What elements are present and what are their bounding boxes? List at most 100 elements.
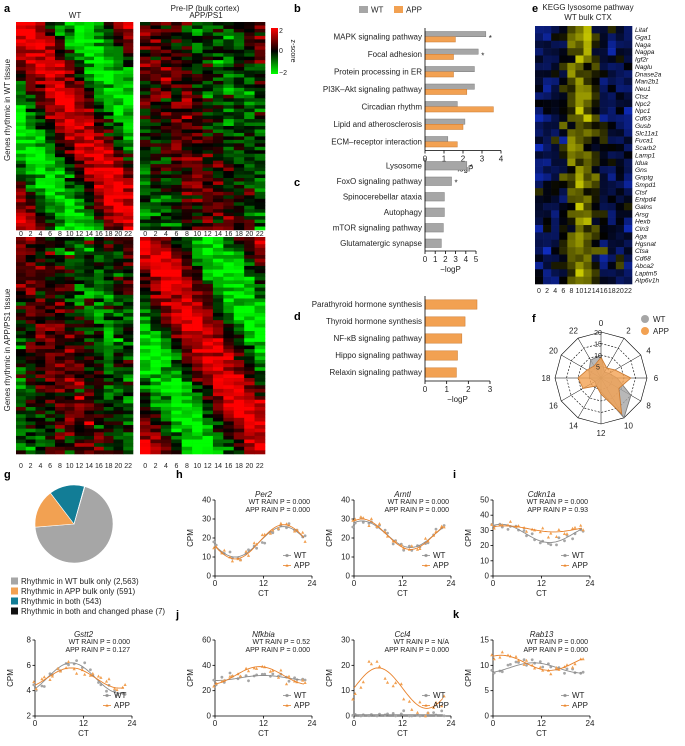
heatmap-a-cell	[171, 367, 182, 372]
heatmap-e-cell	[591, 84, 600, 93]
heatmap-a-cell	[171, 280, 182, 285]
heatmap-e-cell	[535, 121, 544, 130]
heatmap-a-cell	[233, 223, 245, 227]
heatmap-a-cell	[223, 352, 235, 357]
heatmap-a-cell	[103, 101, 114, 106]
heatmap-a-cell	[113, 428, 124, 433]
heatmap-a-x-tick: 0	[143, 231, 147, 238]
heatmap-a-cell	[244, 269, 255, 274]
heatmap-a-cell	[64, 247, 75, 252]
heatmap-a-cell	[150, 421, 162, 426]
heatmap-a-cell	[35, 195, 46, 200]
heatmap-a-cell	[45, 284, 56, 288]
heatmap-a-cell	[212, 251, 224, 256]
heatmap-a-cell	[103, 56, 114, 61]
heatmap-e-cell	[591, 254, 600, 263]
heatmap-e-cell	[599, 232, 609, 241]
heatmap-a-cell	[55, 323, 66, 328]
heatmap-a-cell	[212, 84, 224, 89]
heatmap-a-cell	[160, 195, 172, 200]
heatmap-a-cell	[212, 341, 224, 346]
heatmap-e-cell	[599, 202, 609, 211]
scatter-point-app	[377, 664, 382, 668]
heatmap-a-cell	[202, 439, 214, 444]
radar-radial-tick: 20	[594, 330, 602, 337]
heatmap-e-cell	[599, 210, 609, 218]
heatmap-a-cell	[74, 22, 85, 26]
heatmap-a-cell	[171, 219, 182, 224]
heatmap-a-cell	[113, 240, 124, 245]
heatmap-a-cell	[192, 122, 203, 127]
heatmap-e-cell	[535, 77, 544, 86]
heatmap-a-cell	[181, 425, 193, 429]
heatmap-a-cell	[74, 126, 85, 130]
heatmap-a-cell	[35, 119, 46, 123]
heatmap-a-cell	[140, 417, 151, 422]
scatter-point-app	[490, 653, 494, 657]
heatmap-a-cell	[160, 184, 172, 189]
heatmap-a-cell	[103, 223, 114, 227]
heatmap-a-cell	[64, 188, 75, 193]
heatmap-a-cell	[64, 164, 75, 168]
heatmap-a-cell	[160, 160, 172, 165]
heatmap-a-cell	[103, 345, 114, 350]
heatmap-a-cell	[160, 198, 172, 203]
heatmap-e-cell	[535, 210, 544, 218]
heatmap-a-x-tick: 14	[85, 231, 93, 238]
heatmap-a-cell	[202, 115, 214, 120]
heatmap-a-cell	[64, 223, 75, 227]
heatmap-e-cell	[559, 70, 568, 78]
heatmap-a-cell	[25, 28, 36, 33]
heatmap-a-cell	[233, 178, 245, 182]
heatmap-a-cell	[150, 406, 162, 411]
heatmap-a-cell	[74, 67, 85, 71]
heatmap-a-cell	[150, 181, 162, 186]
heatmap-a-cell	[84, 22, 95, 26]
heatmap-a-cell	[171, 129, 182, 134]
heatmap-a-cell	[64, 77, 75, 82]
heatmap-a-cell	[244, 428, 255, 433]
heatmap-a-cell	[150, 302, 162, 307]
heatmap-a-cell	[140, 276, 151, 281]
heatmap-a-cell	[140, 39, 151, 44]
scatter-y-axis-label: CPM	[464, 529, 473, 547]
heatmap-a-cell	[16, 273, 27, 278]
heatmap-a-cell	[84, 126, 95, 130]
heatmap-a-cell	[45, 406, 56, 411]
heatmap-a-cell	[254, 195, 266, 200]
heatmap-a-cell	[35, 74, 46, 78]
heatmap-e-cell	[543, 129, 552, 137]
heatmap-a-cell	[55, 171, 66, 175]
heatmap-a-cell	[113, 435, 124, 440]
heatmap-a-cell	[55, 367, 66, 372]
heatmap-a-cell	[16, 406, 27, 411]
heatmap-a-cell	[45, 188, 56, 193]
heatmap-e-cell	[551, 143, 560, 152]
heatmap-a-cell	[254, 284, 266, 288]
heatmap-a-cell	[113, 298, 124, 303]
heatmap-a-cell	[45, 399, 56, 404]
heatmap-a-cell	[84, 410, 95, 415]
heatmap-e-subtitle: WT bulk CTX	[564, 13, 612, 22]
heatmap-a-cell	[160, 80, 172, 85]
heatmap-a-cell	[25, 202, 36, 207]
heatmap-a-cell	[150, 195, 162, 200]
heatmap-a-cell	[123, 174, 134, 179]
heatmap-a-cell	[74, 403, 85, 408]
heatmap-a-cell	[74, 209, 85, 213]
heatmap-a-cell	[84, 287, 95, 292]
heatmap-a-cell	[202, 39, 214, 44]
heatmap-a-cell	[113, 374, 124, 379]
heatmap-a-cell	[35, 345, 46, 350]
heatmap-a-cell	[113, 341, 124, 346]
heatmap-a-cell	[84, 309, 95, 314]
heatmap-a-cell	[94, 302, 105, 307]
heatmap-a-cell	[150, 77, 162, 82]
heatmap-a-cell	[160, 262, 172, 267]
heatmap-a-cell	[84, 223, 95, 227]
heatmap-a-cell	[233, 56, 245, 61]
heatmap-e-cell	[567, 77, 576, 86]
heatmap-a-cell	[16, 251, 27, 256]
